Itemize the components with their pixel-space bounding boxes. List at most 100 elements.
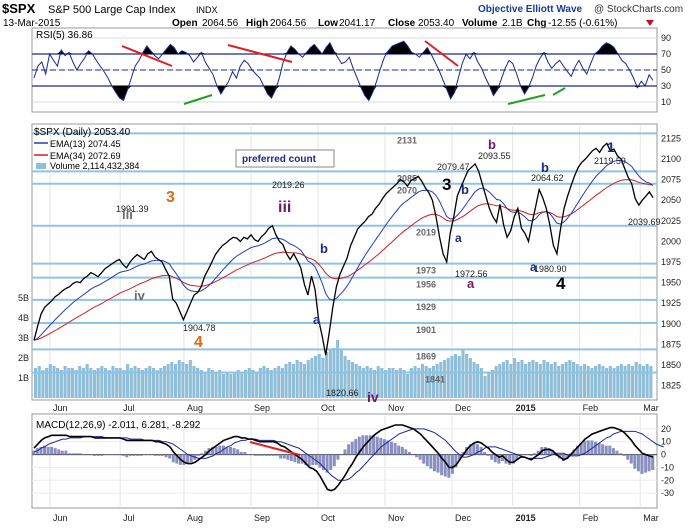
wave-label: iv xyxy=(367,389,379,405)
macd-histogram-bar xyxy=(161,454,164,456)
volume-bar xyxy=(321,358,325,398)
volume-bar xyxy=(483,376,487,398)
volume-bar xyxy=(188,360,192,398)
volume-bar xyxy=(78,366,82,398)
volume-bar xyxy=(417,368,421,398)
macd-histogram-bar xyxy=(626,454,630,460)
macd-month-label: Sep xyxy=(254,513,270,523)
macd-histogram-bar xyxy=(121,454,125,456)
macd-histogram-bar xyxy=(96,454,100,456)
volume-bar xyxy=(387,368,391,398)
chart-date: 13-Mar-2015 xyxy=(3,18,61,29)
price-tick-label: 1900 xyxy=(661,319,681,329)
macd-histogram-bar xyxy=(43,445,46,455)
rsi-trendline xyxy=(227,44,293,63)
macd-histogram-bar xyxy=(186,454,190,464)
chg-label: Chg xyxy=(527,18,546,29)
macd-histogram-bar xyxy=(583,440,587,455)
macd-histogram-bar xyxy=(139,454,143,456)
macd-histogram-bar xyxy=(314,454,318,465)
volume-bar xyxy=(597,364,601,398)
macd-histogram-bar xyxy=(204,450,207,455)
macd-histogram-bar xyxy=(500,454,504,461)
volume-bar xyxy=(527,362,531,398)
rsi-tick-label: 50 xyxy=(661,65,671,75)
volume-bar xyxy=(214,372,218,398)
volume-bar xyxy=(384,370,388,398)
volume-bar xyxy=(641,366,645,398)
volume-bar xyxy=(258,368,262,398)
volume-bar xyxy=(380,368,384,398)
macd-histogram-bar xyxy=(311,454,315,465)
volume-bar xyxy=(435,364,439,398)
volume-bar xyxy=(586,366,590,398)
macd-histogram-bar xyxy=(425,454,429,467)
wave-label: a xyxy=(455,231,462,245)
volume-bar xyxy=(373,370,377,398)
volume-bar xyxy=(465,354,469,398)
volume-bar xyxy=(34,368,38,398)
rsi-trendline xyxy=(183,94,213,105)
volume-bar xyxy=(273,368,277,398)
volume-bar xyxy=(428,368,432,398)
macd-histogram-bar xyxy=(533,453,537,455)
volume-bar xyxy=(590,368,594,398)
volume-bar xyxy=(251,370,255,398)
volume-bar xyxy=(336,340,340,398)
volume-bar xyxy=(174,364,178,398)
volume-bar xyxy=(111,366,115,398)
macd-histogram-bar xyxy=(511,454,515,464)
rsi-layer: 10 30 50 70 90 xyxy=(32,33,671,107)
macd-tick-label: 20 xyxy=(661,424,671,434)
macd-histogram-bar xyxy=(225,446,229,455)
macd-histogram-bar xyxy=(440,454,444,476)
macd-histogram-bar xyxy=(393,443,397,455)
macd-histogram-bar xyxy=(372,435,376,455)
volume-bar xyxy=(93,370,97,398)
volume-bar xyxy=(229,374,233,398)
rsi-trendline xyxy=(507,94,546,105)
macd-histogram-bar xyxy=(53,448,57,455)
volume-bar xyxy=(247,368,251,398)
volume-bar xyxy=(358,366,362,398)
macd-histogram-bar xyxy=(382,439,386,455)
volume-bar xyxy=(96,368,100,398)
down-arrow-icon xyxy=(646,20,654,26)
watermark: Objective Elliott Wave xyxy=(478,4,583,15)
wave-label: iv xyxy=(134,288,146,303)
macd-histogram-bar xyxy=(386,440,390,455)
macd-histogram-bar xyxy=(125,454,129,458)
macd-histogram-bar xyxy=(175,454,179,464)
macd-histogram-bar xyxy=(343,449,347,455)
volume-bar xyxy=(306,360,310,398)
volume-legend-swatch xyxy=(36,163,46,169)
macd-histogram-bar xyxy=(490,454,494,460)
macd-histogram-bar xyxy=(400,446,404,455)
wave-label: b xyxy=(461,182,469,197)
volume-bar xyxy=(52,366,56,398)
rsi-trendline xyxy=(121,45,173,67)
price-month-label: Oct xyxy=(321,403,336,413)
macd-histogram-bar xyxy=(379,437,383,455)
fib-level-label: 2085 xyxy=(397,173,417,183)
macd-histogram-bar xyxy=(422,454,426,464)
wave-label: 1 xyxy=(607,139,615,155)
macd-month-label: Nov xyxy=(388,513,405,523)
volume-bar xyxy=(619,364,623,398)
macd-histogram-bar xyxy=(286,454,290,460)
volume-tick-label: 2B xyxy=(18,353,29,363)
price-annotation: 2093.55 xyxy=(478,151,511,161)
price-annotation: 2019.26 xyxy=(272,180,305,190)
volume-bar xyxy=(347,360,351,398)
volume-bar xyxy=(501,362,505,398)
wave-label: 4 xyxy=(194,334,203,351)
volume-bar xyxy=(196,368,200,398)
rsi-trendline xyxy=(424,40,459,67)
volume-bar xyxy=(605,368,609,398)
volume-bar xyxy=(133,366,137,398)
macd-histogram-bar xyxy=(136,454,139,456)
exchange: INDX xyxy=(196,5,218,15)
price-panel xyxy=(31,123,658,401)
macd-histogram-bar xyxy=(264,454,268,456)
wave-label: b xyxy=(541,160,549,175)
